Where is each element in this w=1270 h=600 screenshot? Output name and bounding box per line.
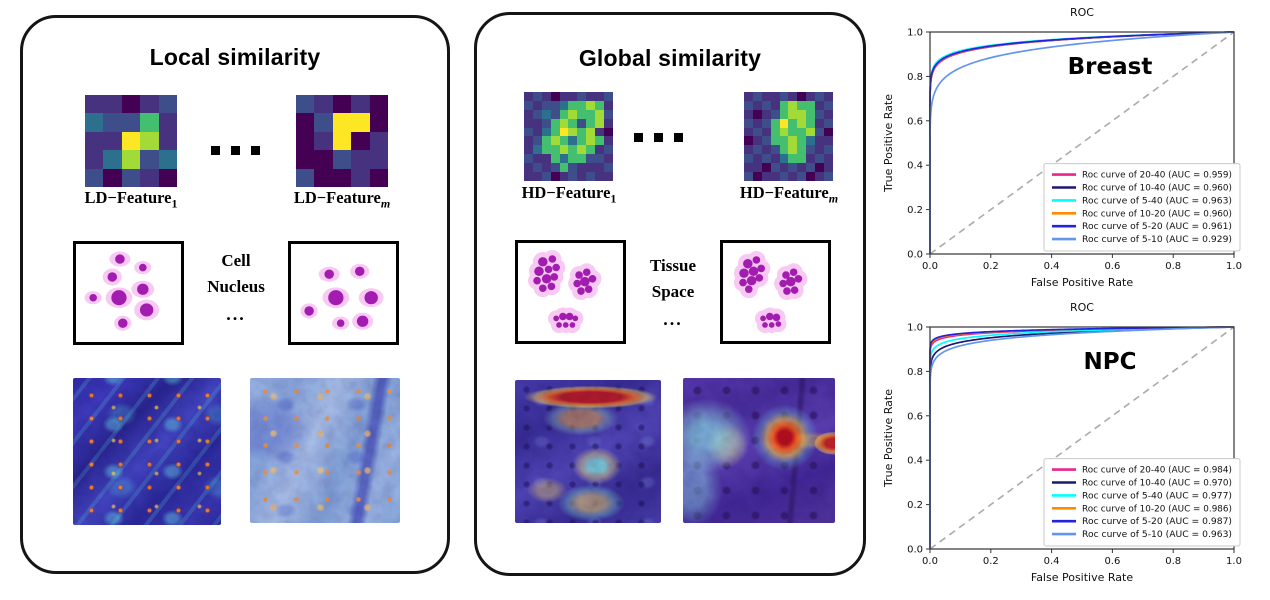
svg-text:1.0: 1.0 xyxy=(907,28,923,39)
ellipsis-icon xyxy=(634,133,683,142)
ellipsis-icon xyxy=(211,146,260,155)
panel-global-similarity: Global similarity HD−Feature1 HD−Feature… xyxy=(474,12,866,576)
svg-text:Roc curve of 20-40 (AUC = 0.95: Roc curve of 20-40 (AUC = 0.959) xyxy=(1082,171,1232,181)
roc-chart-npc: ROC 0.0 0.2 0.4 0.6 0.8 1.0 0.0 0.2 0.4 0.6 0.8 1.0 F… xyxy=(878,295,1270,593)
attention-map-local-2 xyxy=(250,378,400,523)
svg-text:0.8: 0.8 xyxy=(1165,556,1181,567)
noise-texture xyxy=(73,378,221,525)
svg-text:Roc curve of 10-20 (AUC = 0.98: Roc curve of 10-20 (AUC = 0.986) xyxy=(1082,504,1232,514)
svg-text:0.2: 0.2 xyxy=(907,500,923,511)
svg-text:0.2: 0.2 xyxy=(983,556,999,567)
svg-text:False Positive Rate: False Positive Rate xyxy=(1031,276,1133,289)
svg-text:Roc curve of 5-40 (AUC = 0.963: Roc curve of 5-40 (AUC = 0.963) xyxy=(1082,196,1232,206)
svg-text:1.0: 1.0 xyxy=(1226,556,1242,567)
label-ld-feature-1: LD−Feature1 xyxy=(84,188,178,211)
svg-text:0.6: 0.6 xyxy=(1104,556,1120,567)
svg-text:0.4: 0.4 xyxy=(1044,556,1060,567)
panel-local-similarity: Local similarity LD−Feature1 LD−Featurem… xyxy=(20,15,450,574)
noise-texture xyxy=(683,378,835,523)
svg-text:NPC: NPC xyxy=(1084,349,1137,375)
svg-text:True Positive Rate: True Positive Rate xyxy=(882,94,895,193)
cell-nucleus-label: Cell Nucleus ... xyxy=(183,248,289,328)
tissue-space-box-left xyxy=(515,240,626,344)
svg-text:ROC: ROC xyxy=(1070,6,1094,19)
svg-text:0.2: 0.2 xyxy=(907,205,923,216)
svg-text:Roc curve of 5-20 (AUC = 0.961: Roc curve of 5-20 (AUC = 0.961) xyxy=(1082,222,1232,232)
heatmap-ld-feature-1 xyxy=(85,95,177,187)
svg-text:Roc curve of 10-40 (AUC = 0.96: Roc curve of 10-40 (AUC = 0.960) xyxy=(1082,184,1232,194)
svg-text:False Positive Rate: False Positive Rate xyxy=(1031,571,1133,584)
svg-text:0.4: 0.4 xyxy=(907,161,923,172)
attention-map-global-1 xyxy=(515,380,661,523)
svg-text:0.4: 0.4 xyxy=(1044,261,1060,272)
svg-text:0.8: 0.8 xyxy=(1165,261,1181,272)
attention-map-local-1 xyxy=(73,378,221,525)
panel-local-title: Local similarity xyxy=(149,44,321,70)
attention-map-global-2 xyxy=(683,378,835,523)
svg-text:Breast: Breast xyxy=(1068,54,1153,80)
heatmap-ld-feature-m xyxy=(296,95,388,187)
heatmap-hd-feature-1 xyxy=(524,92,613,181)
svg-text:Roc curve of 20-40 (AUC = 0.98: Roc curve of 20-40 (AUC = 0.984) xyxy=(1082,466,1232,476)
svg-text:0.6: 0.6 xyxy=(1104,261,1120,272)
svg-text:1.0: 1.0 xyxy=(907,323,923,334)
svg-text:0.4: 0.4 xyxy=(907,456,923,467)
svg-text:0.0: 0.0 xyxy=(907,545,923,556)
svg-text:0.0: 0.0 xyxy=(922,261,938,272)
svg-text:1.0: 1.0 xyxy=(1226,261,1242,272)
svg-text:0.6: 0.6 xyxy=(907,116,923,127)
noise-texture xyxy=(515,380,661,523)
label-hd-feature-m: HD−Featurem xyxy=(739,183,839,206)
roc-chart-breast: ROC 0.0 0.2 0.4 0.6 0.8 1.0 0.0 0.2 0.4 0.6 0.8 1.0 F… xyxy=(878,0,1270,298)
svg-text:Roc curve of 5-20 (AUC = 0.987: Roc curve of 5-20 (AUC = 0.987) xyxy=(1082,517,1232,527)
svg-text:Roc curve of 5-10 (AUC = 0.929: Roc curve of 5-10 (AUC = 0.929) xyxy=(1082,235,1232,245)
ellipsis-text: ... xyxy=(226,304,246,324)
svg-text:Roc curve of 10-20 (AUC = 0.96: Roc curve of 10-20 (AUC = 0.960) xyxy=(1082,209,1232,219)
svg-text:Roc curve of 5-10 (AUC = 0.963: Roc curve of 5-10 (AUC = 0.963) xyxy=(1082,530,1232,540)
tissue-space-label: Tissue Space ... xyxy=(618,253,728,333)
svg-text:0.0: 0.0 xyxy=(922,556,938,567)
ellipsis-text: ... xyxy=(663,309,683,329)
svg-text:0.2: 0.2 xyxy=(983,261,999,272)
svg-text:ROC: ROC xyxy=(1070,301,1094,314)
heatmap-hd-feature-m xyxy=(744,92,833,181)
cell-nucleus-box-right xyxy=(288,241,399,345)
svg-text:0.8: 0.8 xyxy=(907,367,923,378)
label-ld-feature-m: LD−Featurem xyxy=(293,188,391,211)
label-hd-feature-1: HD−Feature1 xyxy=(521,183,617,206)
panel-global-title: Global similarity xyxy=(578,45,762,71)
svg-text:0.8: 0.8 xyxy=(907,72,923,83)
tissue-space-box-right xyxy=(720,240,831,344)
svg-text:0.6: 0.6 xyxy=(907,411,923,422)
svg-text:Roc curve of 10-40 (AUC = 0.97: Roc curve of 10-40 (AUC = 0.970) xyxy=(1082,479,1232,489)
svg-text:Roc curve of 5-40 (AUC = 0.977: Roc curve of 5-40 (AUC = 0.977) xyxy=(1082,491,1232,501)
noise-texture xyxy=(250,378,400,523)
svg-text:0.0: 0.0 xyxy=(907,250,923,261)
cell-nucleus-box-left xyxy=(73,241,184,345)
svg-text:True Positive Rate: True Positive Rate xyxy=(882,389,895,488)
